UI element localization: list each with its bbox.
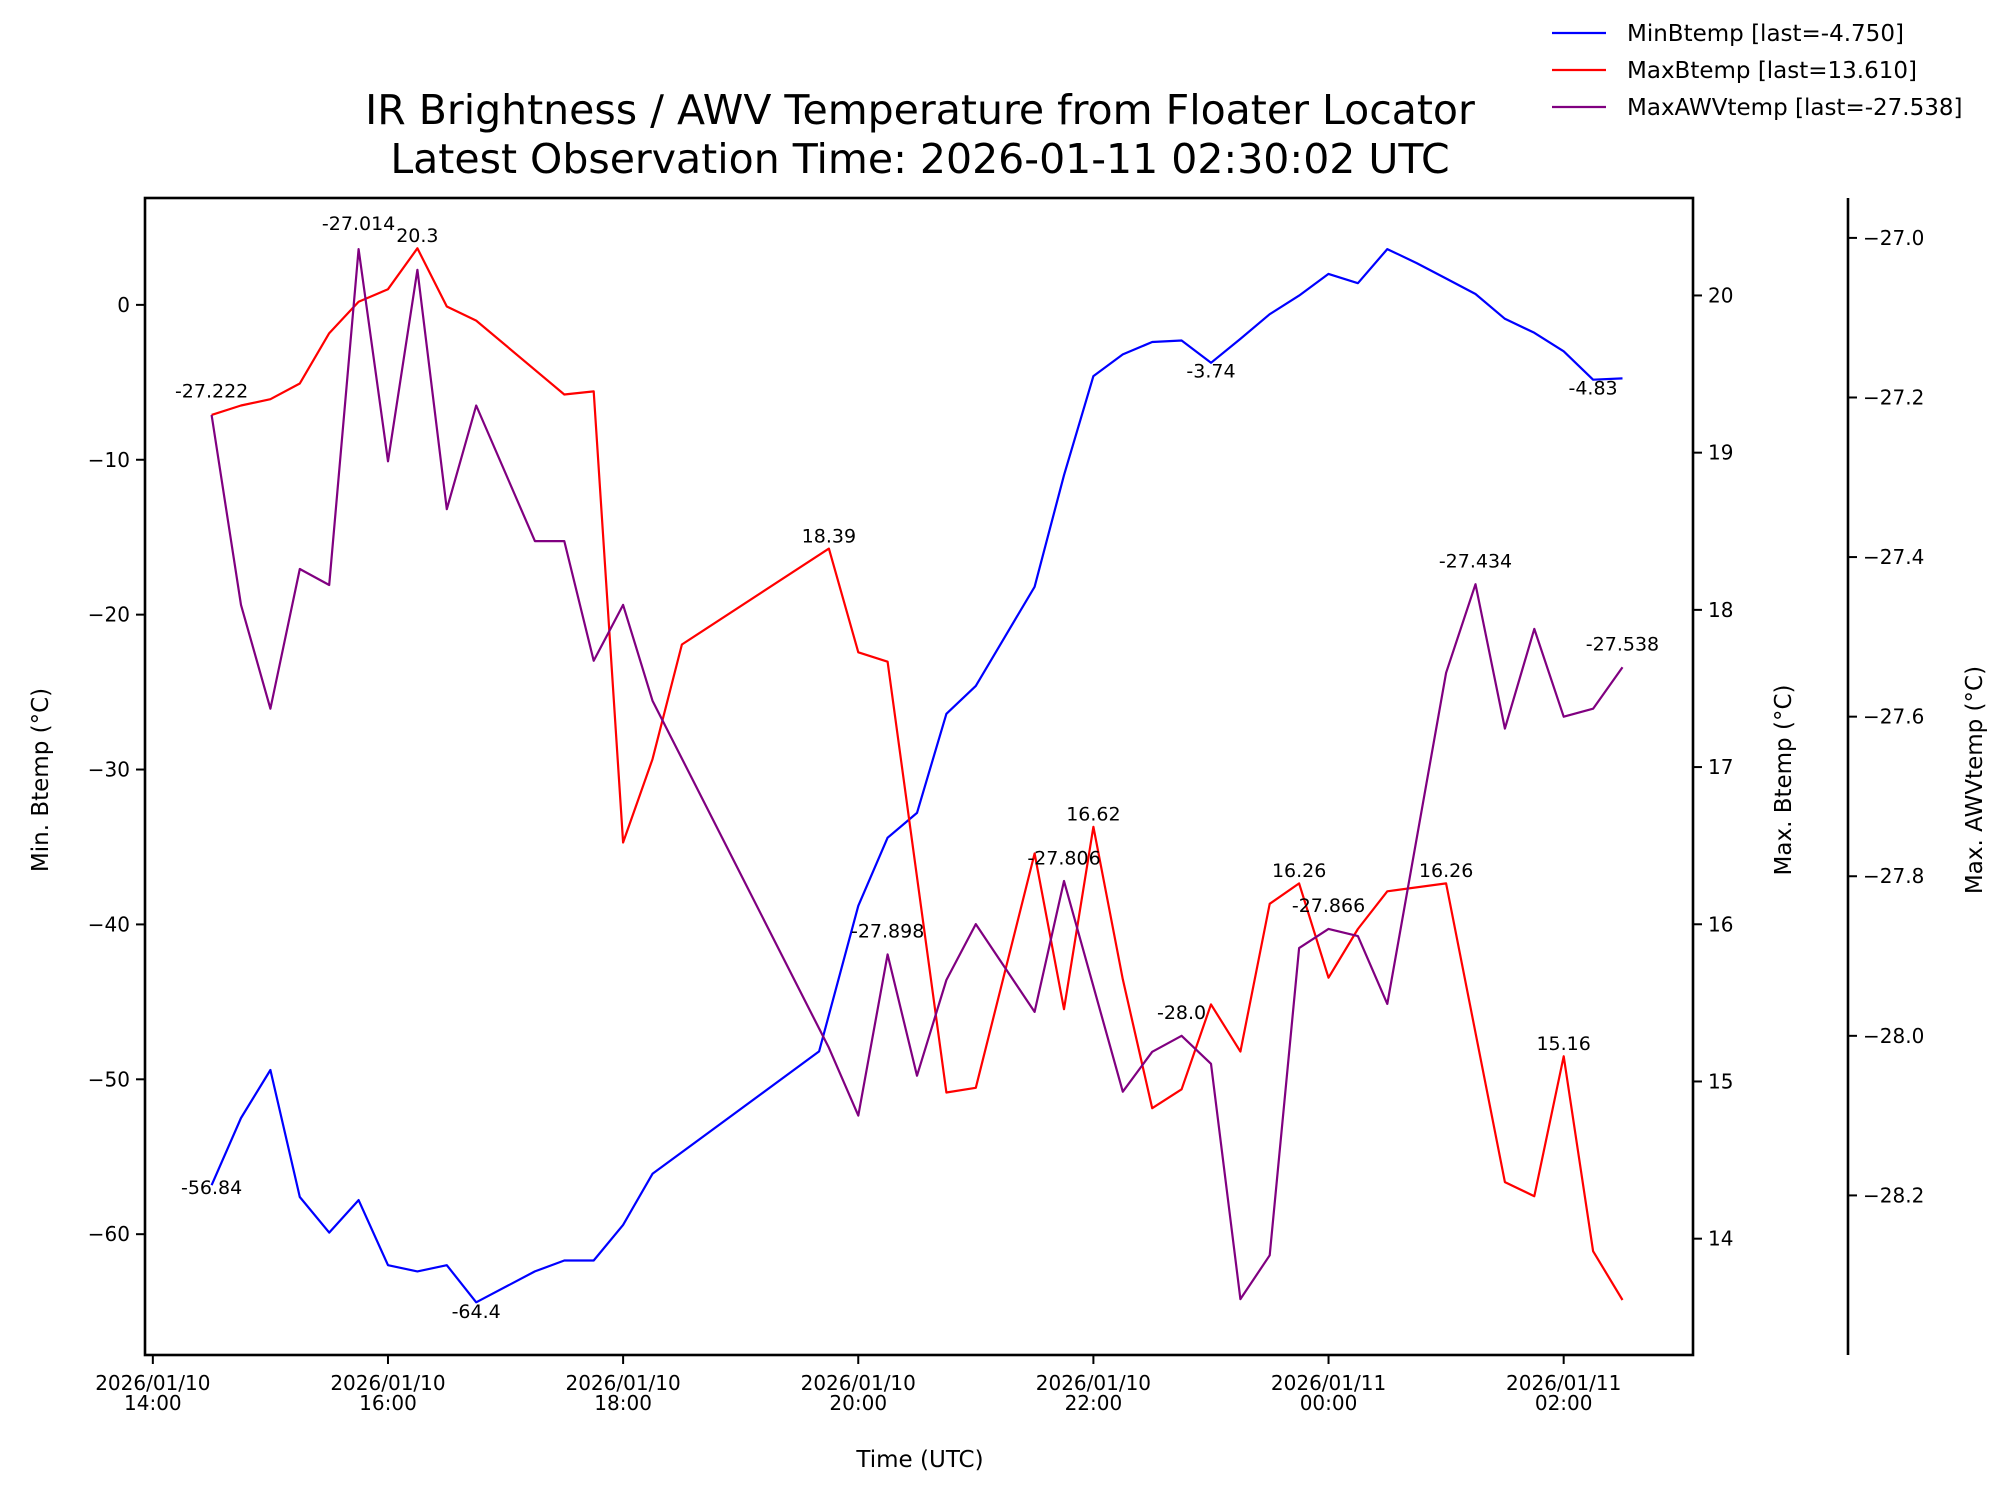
left-tick-label: −60	[88, 1222, 130, 1246]
outer-tick-label: −27.0	[1863, 226, 1924, 250]
data-annotation: -64.4	[452, 1301, 501, 1323]
left-tick-label: −30	[88, 758, 130, 782]
data-annotation: 20.3	[396, 225, 438, 247]
data-annotation: 16.26	[1419, 860, 1473, 882]
right-tick-label: 17	[1708, 755, 1733, 779]
left-tick-label: −50	[88, 1067, 130, 1091]
chart-title-line-1: IR Brightness / AWV Temperature from Flo…	[365, 86, 1475, 134]
series-line-MinBtemp	[210, 248, 1623, 1304]
series-line-MaxBtemp	[211, 247, 1624, 1301]
right-axis-label: Max. Btemp (°C)	[1771, 685, 1797, 876]
legend-label-MaxBtemp: MaxBtemp [last=13.610]	[1627, 58, 1917, 84]
outer-tick-label: −27.6	[1863, 705, 1924, 729]
data-annotation: 16.26	[1272, 860, 1326, 882]
x-tick-label: 14:00	[124, 1391, 182, 1415]
chart-title: IR Brightness / AWV Temperature from Flo…	[365, 86, 1475, 183]
x-tick-label: 18:00	[594, 1391, 652, 1415]
data-annotation: -28.0	[1157, 1002, 1206, 1024]
data-annotation: 18.39	[802, 525, 856, 547]
x-tick-label: 2026/01/10	[95, 1371, 210, 1395]
x-axis-label: Time (UTC)	[855, 1447, 983, 1473]
outer-axis-label: Max. AWVtemp (°C)	[1962, 666, 1988, 894]
series-layer	[210, 247, 1624, 1304]
data-annotation: 16.62	[1066, 804, 1120, 826]
right-tick-label: 18	[1708, 598, 1733, 622]
x-tick-label: 20:00	[829, 1391, 887, 1415]
legend-label-MinBtemp: MinBtemp [last=-4.750]	[1627, 21, 1904, 47]
right-tick-label: 20	[1708, 283, 1733, 307]
data-annotation: -27.538	[1586, 633, 1659, 655]
data-annotation: -27.898	[851, 921, 924, 943]
outer-tick-label: −28.0	[1863, 1024, 1924, 1048]
axes-layer: 2026/01/1014:002026/01/1016:002026/01/10…	[88, 196, 1924, 1415]
left-axis-label: Min. Btemp (°C)	[28, 688, 54, 872]
x-tick-label: 16:00	[359, 1391, 417, 1415]
data-annotation: -27.014	[322, 213, 395, 235]
left-tick-label: −20	[88, 603, 130, 627]
data-annotation: -27.866	[1292, 895, 1365, 917]
x-tick-label: 00:00	[1300, 1391, 1358, 1415]
data-annotation: -56.84	[181, 1177, 242, 1199]
right-tick-label: 19	[1708, 441, 1733, 465]
left-tick-label: 0	[117, 293, 130, 317]
left-tick-label: −10	[88, 448, 130, 472]
x-tick-label: 2026/01/11	[1271, 1371, 1386, 1395]
outer-tick-label: −27.8	[1863, 864, 1924, 888]
x-tick-label: 02:00	[1535, 1391, 1593, 1415]
outer-tick-label: −27.4	[1863, 545, 1924, 569]
data-annotation: -27.806	[1027, 847, 1100, 869]
x-tick-label: 2026/01/10	[1036, 1371, 1151, 1395]
x-tick-label: 2026/01/10	[801, 1371, 916, 1395]
legend: MinBtemp [last=-4.750] MaxBtemp [last=13.…	[1552, 21, 1962, 121]
series-line-MaxAWVtemp	[210, 248, 1624, 1301]
x-tick-label: 22:00	[1065, 1391, 1123, 1415]
data-annotation: -3.74	[1186, 361, 1235, 383]
plot-frame	[143, 196, 1695, 1357]
right-tick-label: 16	[1708, 912, 1733, 936]
data-annotation: 15.16	[1536, 1033, 1590, 1055]
data-annotation: -27.222	[175, 380, 248, 402]
chart-title-line-2: Latest Observation Time: 2026-01-11 02:3…	[390, 135, 1449, 183]
right-tick-label: 14	[1708, 1227, 1733, 1251]
x-tick-label: 2026/01/10	[330, 1371, 445, 1395]
x-tick-label: 2026/01/11	[1506, 1371, 1621, 1395]
x-tick-label: 2026/01/10	[565, 1371, 680, 1395]
left-tick-label: −40	[88, 912, 130, 936]
data-annotation: -27.434	[1439, 550, 1512, 572]
outer-tick-label: −27.2	[1863, 385, 1924, 409]
outer-tick-label: −28.2	[1863, 1183, 1924, 1207]
legend-label-MaxAWVtemp: MaxAWVtemp [last=-27.538]	[1627, 95, 1962, 121]
right-tick-label: 15	[1708, 1069, 1733, 1093]
data-annotation: -4.83	[1568, 378, 1617, 400]
